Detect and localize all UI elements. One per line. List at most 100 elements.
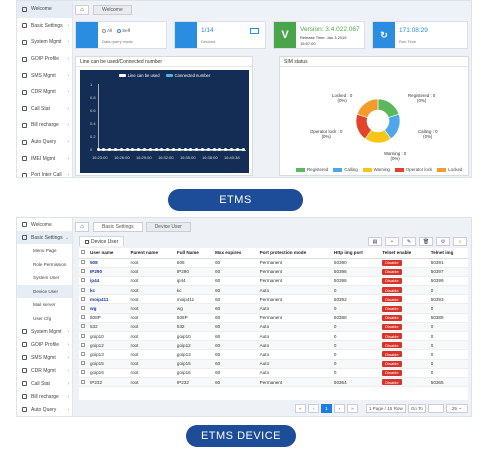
row-checkbox[interactable] bbox=[79, 377, 88, 388]
table-row[interactable]: goip16 root goip16 60 Auto 0 Disable 0 bbox=[79, 368, 468, 378]
submenu-role-permission[interactable]: Role Permission bbox=[33, 261, 67, 267]
add-icon[interactable]: + bbox=[385, 237, 399, 246]
cell-user-name[interactable]: IP232 bbox=[88, 377, 129, 388]
home-icon[interactable]: ⌂ bbox=[75, 222, 89, 232]
table-row[interactable]: 508P root 508P 60 Permanent 50388 Disable 50389 bbox=[79, 313, 468, 323]
submenu-device-user[interactable]: Device User bbox=[17, 284, 72, 298]
select-all-checkbox[interactable] bbox=[79, 248, 88, 259]
sidebar-item-cdr-mgmt[interactable]: CDR Mgmt › bbox=[17, 364, 72, 377]
legend-item[interactable]: Connected number bbox=[165, 73, 210, 78]
delete-icon[interactable]: 🗑 bbox=[419, 237, 433, 246]
telnet-disable-badge[interactable]: Disable bbox=[382, 369, 402, 376]
sidebar-item-goip-profile[interactable]: GOIP Profile › bbox=[17, 338, 72, 351]
sidebar-item-auto-query[interactable]: Auto Query › bbox=[17, 403, 72, 416]
sidebar-item-sms-mgmt[interactable]: SMS Mgmt › bbox=[17, 351, 72, 364]
table-row[interactable]: IP290 root IP290 60 Permanent 50396 Disable 503… bbox=[79, 267, 468, 277]
cell-user-name[interactable]: IP290 bbox=[88, 267, 129, 277]
sidebar-item-auto-query[interactable]: Auto Query › bbox=[17, 134, 72, 151]
row-checkbox[interactable] bbox=[79, 331, 88, 342]
column-header-parent-name[interactable]: Parent name bbox=[128, 248, 175, 259]
last-page-button[interactable]: » bbox=[346, 403, 358, 413]
table-row[interactable]: goip10 root goip10 60 Auto 0 Disable 0 bbox=[79, 331, 468, 342]
row-checkbox[interactable] bbox=[79, 349, 88, 360]
sidebar-item-welcome[interactable]: Welcome bbox=[17, 1, 72, 18]
crumb-device-user[interactable]: Device User bbox=[145, 222, 191, 232]
telnet-disable-badge[interactable]: Disable bbox=[382, 287, 402, 294]
legend-item-calling[interactable]: Calling bbox=[333, 167, 358, 172]
table-row[interactable]: IP232 root IP232 60 Permanent 50364 Disable 503… bbox=[79, 377, 468, 388]
goto-input[interactable] bbox=[428, 403, 444, 413]
telnet-disable-badge[interactable]: Disable bbox=[382, 379, 402, 386]
page-size-select[interactable]: 25 ⌄ bbox=[446, 403, 468, 413]
cell-user-name[interactable]: 532 bbox=[88, 322, 129, 333]
telnet-disable-badge[interactable]: Disable bbox=[382, 296, 402, 303]
table-row[interactable]: ip44 root ip44 60 Permanent 50398 Disable 50399 bbox=[79, 276, 468, 287]
column-header-telnet-enable[interactable]: Telnet enable bbox=[380, 248, 429, 259]
legend-item-locked[interactable]: Locked bbox=[437, 167, 462, 172]
row-checkbox[interactable] bbox=[79, 285, 88, 296]
search-icon[interactable]: ⌕ bbox=[453, 237, 467, 246]
telnet-disable-badge[interactable]: Disable bbox=[382, 351, 402, 358]
etms-button[interactable]: ETMS bbox=[168, 189, 303, 211]
row-checkbox[interactable] bbox=[79, 368, 88, 378]
telnet-disable-badge[interactable]: Disable bbox=[382, 333, 402, 340]
row-checkbox[interactable] bbox=[79, 340, 88, 351]
sidebar-item-basic-settings[interactable]: Basic Settings ⌄ bbox=[17, 231, 72, 244]
sidebar-item-welcome[interactable]: Welcome bbox=[17, 218, 72, 231]
row-checkbox[interactable] bbox=[79, 313, 88, 323]
tab-device-user[interactable]: Device User bbox=[79, 236, 125, 246]
row-checkbox[interactable] bbox=[79, 359, 88, 369]
sidebar-item-call-stat[interactable]: Call Stat › bbox=[17, 377, 72, 390]
legend-item-warning[interactable]: Warning bbox=[362, 167, 390, 172]
row-checkbox[interactable] bbox=[79, 303, 88, 314]
sidebar-item-port-inter-call[interactable]: Port Inter Call › bbox=[17, 167, 72, 177]
edit-icon[interactable]: ✎ bbox=[402, 237, 416, 246]
sidebar-item-goip-profile[interactable]: GOIP Profile › bbox=[17, 51, 72, 68]
legend-item-registered[interactable]: Registered bbox=[296, 167, 328, 172]
cell-user-name[interactable]: ip44 bbox=[88, 276, 129, 287]
etms-device-button[interactable]: ETMS DEVICE bbox=[186, 425, 296, 447]
cell-user-name[interactable]: goip15 bbox=[88, 359, 129, 369]
sidebar-item-basic-settings[interactable]: Basic Settings › bbox=[17, 18, 72, 35]
sidebar-item-bill-recharge[interactable]: Bill recharge › bbox=[17, 390, 72, 403]
view-icon[interactable]: ▤ bbox=[368, 237, 382, 246]
cell-user-name[interactable]: 508 bbox=[88, 258, 129, 268]
column-header-max-expires[interactable]: Max expires bbox=[213, 248, 258, 259]
column-header-port-protection-mode[interactable]: Port protection mode bbox=[257, 248, 332, 259]
donut-slice[interactable] bbox=[377, 98, 400, 118]
first-page-button[interactable]: « bbox=[294, 403, 306, 413]
cell-user-name[interactable]: moip411 bbox=[88, 294, 129, 305]
row-checkbox[interactable] bbox=[79, 258, 88, 268]
submenu-menu-page[interactable]: Menu Page bbox=[33, 248, 57, 254]
page-1-button[interactable]: 1 bbox=[320, 403, 332, 413]
column-header-http-img-port[interactable]: Http img port bbox=[331, 248, 381, 259]
crumb-basic-settings[interactable]: Basic Settings bbox=[93, 222, 143, 232]
telnet-disable-badge[interactable]: Disable bbox=[382, 342, 402, 349]
sidebar-item-imei-mgmt[interactable]: IMEI Mgmt › bbox=[17, 150, 72, 167]
telnet-disable-badge[interactable]: Disable bbox=[382, 268, 402, 275]
sidebar-item-system-mgmt[interactable]: System Mgmt › bbox=[17, 34, 72, 51]
prev-page-button[interactable]: ‹ bbox=[307, 403, 319, 413]
home-icon[interactable]: ⌂ bbox=[75, 5, 89, 15]
radio-self[interactable]: Self bbox=[117, 28, 130, 33]
table-row[interactable]: 532 root 532 60 Auto 0 Disable 0 bbox=[79, 322, 468, 333]
table-row[interactable]: kc root kc 60 Auto 0 Disable 0 bbox=[79, 285, 468, 296]
table-row[interactable]: wg root wg 60 Auto 0 Disable 0 bbox=[79, 303, 468, 314]
submenu-mail-server[interactable]: Mail server bbox=[33, 302, 56, 308]
radio-all[interactable]: All bbox=[102, 28, 112, 33]
sidebar-item-system-mgmt[interactable]: System Mgmt › bbox=[17, 325, 72, 338]
settings-icon[interactable]: ⚙ bbox=[436, 237, 450, 246]
cell-user-name[interactable]: wg bbox=[88, 303, 129, 314]
cell-user-name[interactable]: goip13 bbox=[88, 349, 129, 360]
crumb-welcome[interactable]: Welcome bbox=[93, 5, 132, 15]
telnet-disable-badge[interactable]: Disable bbox=[382, 360, 402, 367]
donut-slice[interactable] bbox=[356, 98, 379, 118]
goto-button[interactable]: Go To bbox=[407, 403, 426, 413]
next-page-button[interactable]: › bbox=[333, 403, 345, 413]
telnet-disable-badge[interactable]: Disable bbox=[382, 259, 402, 266]
sidebar-item-cdr-mgmt[interactable]: CDR Mgmt › bbox=[17, 84, 72, 101]
telnet-disable-badge[interactable]: Disable bbox=[382, 314, 402, 321]
telnet-disable-badge[interactable]: Disable bbox=[382, 323, 402, 330]
cell-user-name[interactable]: goip12 bbox=[88, 340, 129, 351]
row-checkbox[interactable] bbox=[79, 276, 88, 287]
